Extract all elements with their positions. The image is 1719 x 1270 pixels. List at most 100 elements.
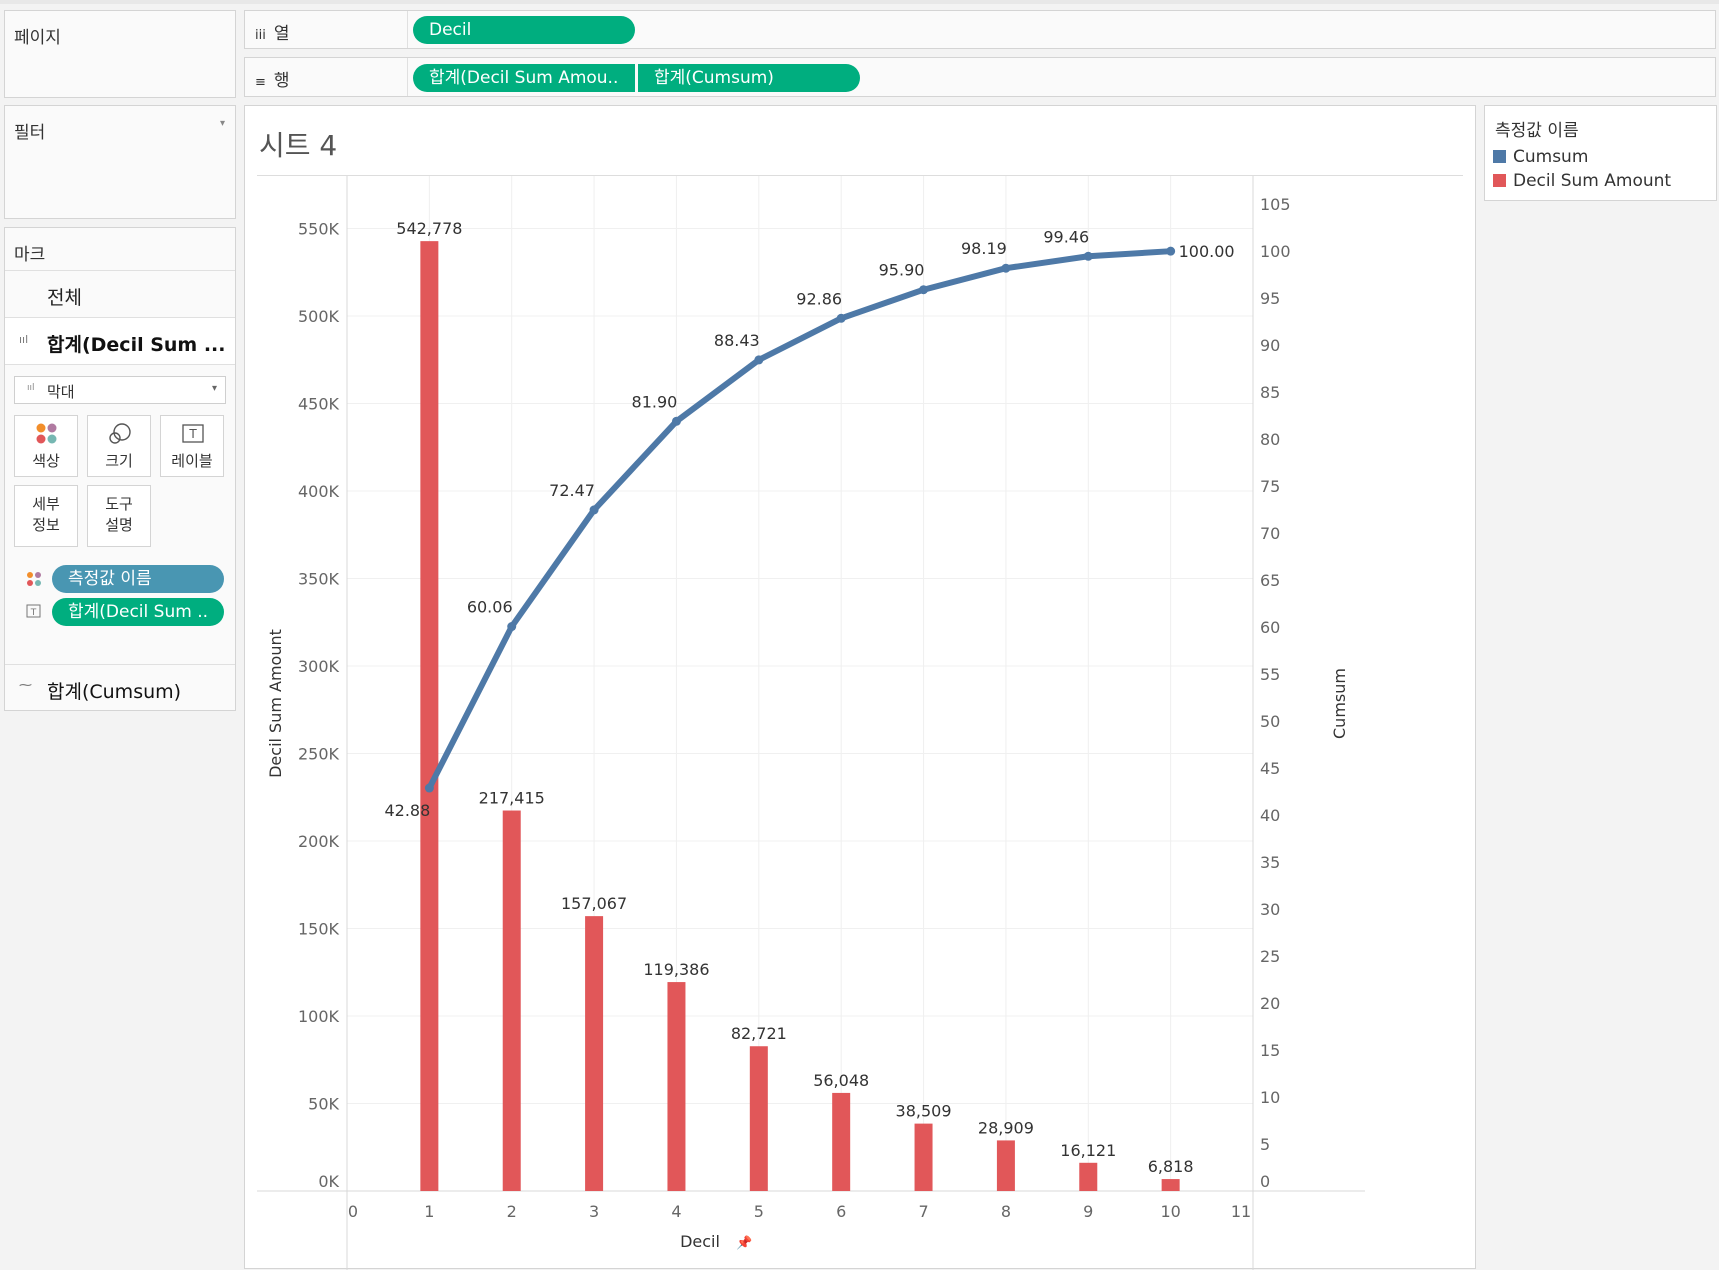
bar xyxy=(832,1092,851,1191)
legend-item-decil-sum-amount[interactable]: Decil Sum Amount xyxy=(1491,170,1716,194)
color-button[interactable]: 색상 xyxy=(14,415,78,477)
rows-shelf-label: ≡ 행 xyxy=(255,66,290,91)
bar xyxy=(420,241,439,1192)
legend-panel: 측정값 이름 Cumsum Decil Sum Amount xyxy=(1484,105,1717,201)
line-data-label: 92.86 xyxy=(796,289,842,308)
decil-sum-pill-label: 합계(Decil Sum Amou.. xyxy=(429,68,619,88)
filters-title: 필터 xyxy=(14,123,46,143)
bar xyxy=(502,810,521,1191)
y2-tick-label: 40 xyxy=(1260,806,1280,825)
marks-all-tab[interactable]: 전체 xyxy=(5,271,235,318)
y2-tick-label: 70 xyxy=(1260,524,1280,543)
line-point xyxy=(1166,246,1176,256)
label-label: 레이블 xyxy=(171,452,213,470)
columns-shelf[interactable]: iii 열 Decil xyxy=(244,10,1716,49)
bar-data-label: 82,721 xyxy=(731,1024,787,1043)
pages-panel[interactable]: 페이지 xyxy=(4,10,236,98)
line-point xyxy=(754,355,764,365)
y2-tick-label: 10 xyxy=(1260,1088,1280,1107)
marks-measure1-label: 합계(Decil Sum ... xyxy=(47,334,226,356)
x-tick-label: 1 xyxy=(424,1202,434,1221)
chevron-down-icon: ▾ xyxy=(211,383,217,394)
label-measure-pill[interactable]: 합계(Decil Sum .. xyxy=(52,598,224,626)
bar-data-label: 56,048 xyxy=(813,1071,869,1090)
label-measure-pill-label: 합계(Decil Sum .. xyxy=(68,602,208,622)
y2-tick-label: 50 xyxy=(1260,712,1280,731)
mark-type-dropdown[interactable]: ııl 막대 ▾ xyxy=(14,376,226,404)
size-circles-icon xyxy=(109,423,131,444)
line-point xyxy=(589,505,599,515)
detail-button[interactable]: 세부 정보 xyxy=(14,485,78,547)
decil-pill-label: Decil xyxy=(429,20,472,40)
marks-measure2-tab[interactable]: ⁓ 합계(Cumsum) xyxy=(5,664,235,711)
tooltip-label: 도구 설명 xyxy=(105,495,133,534)
y2-tick-label: 95 xyxy=(1260,289,1280,308)
y-tick-label: 50K xyxy=(308,1095,339,1114)
y-axis-title: Decil Sum Amount xyxy=(266,629,285,778)
decil-pill[interactable]: Decil xyxy=(413,16,635,44)
color-dots-icon xyxy=(27,572,41,586)
tooltip-button[interactable]: 도구 설명 xyxy=(87,485,151,547)
y-tick-label: 450K xyxy=(298,395,340,414)
marks-panel: 마크 전체 ııl 합계(Decil Sum ... ııl 막대 ▾ 색상 크… xyxy=(4,227,236,711)
y2-tick-label: 85 xyxy=(1260,383,1280,402)
line-point xyxy=(1001,263,1011,273)
y-tick-label: 500K xyxy=(298,307,340,326)
cumsum-line xyxy=(426,248,1174,792)
x-axis-title: Decil xyxy=(680,1232,720,1251)
y-tick-label: 250K xyxy=(298,745,340,764)
rows-shelf[interactable]: ≡ 행 합계(Decil Sum Amou.. 합계(Cumsum) xyxy=(244,57,1716,97)
pages-title: 페이지 xyxy=(14,28,61,48)
cumsum-pill[interactable]: 합계(Cumsum) xyxy=(638,64,860,92)
legend-label: Cumsum xyxy=(1513,147,1589,167)
legend-swatch xyxy=(1493,174,1506,187)
y2-tick-label: 75 xyxy=(1260,477,1280,496)
y2-tick-label: 65 xyxy=(1260,571,1280,590)
line-data-label: 95.90 xyxy=(879,261,925,280)
bar xyxy=(914,1123,933,1191)
x-tick-label: 9 xyxy=(1083,1202,1093,1221)
label-button[interactable]: T 레이블 xyxy=(160,415,224,477)
bar-data-label: 542,778 xyxy=(396,219,462,238)
color-label: 색상 xyxy=(32,452,60,470)
y2-tick-label: 100 xyxy=(1260,242,1291,261)
bar-data-label: 16,121 xyxy=(1060,1141,1116,1160)
line-data-label: 99.46 xyxy=(1043,227,1089,246)
bar-data-label: 6,818 xyxy=(1148,1157,1194,1176)
color-dots-icon xyxy=(36,423,57,444)
bar xyxy=(1161,1179,1180,1191)
svg-text:T: T xyxy=(30,608,37,618)
sheet-title: 시트 4 xyxy=(259,129,338,162)
y-tick-label: 150K xyxy=(298,920,340,939)
y2-tick-label: 15 xyxy=(1260,1041,1280,1060)
marks-measure2-label: 합계(Cumsum) xyxy=(47,681,182,703)
mark-type-value: 막대 xyxy=(47,383,75,401)
legend-item-cumsum[interactable]: Cumsum xyxy=(1491,146,1716,170)
y2-tick-label: 30 xyxy=(1260,900,1280,919)
legend-label: Decil Sum Amount xyxy=(1513,171,1672,191)
rows-label: 행 xyxy=(273,71,290,91)
y2-axis-title: Cumsum xyxy=(1330,668,1349,739)
y2-tick-label: 20 xyxy=(1260,994,1280,1013)
marks-all-label: 전체 xyxy=(47,287,82,309)
line-data-label: 88.43 xyxy=(714,331,760,350)
legend-swatch xyxy=(1493,150,1506,163)
line-point xyxy=(424,783,434,793)
line-data-label: 42.88 xyxy=(384,801,430,820)
measure-names-pill[interactable]: 측정값 이름 xyxy=(52,565,224,593)
marks-measure1-tab[interactable]: ııl 합계(Decil Sum ... xyxy=(5,318,235,365)
pareto-chart: 0K50K100K150K200K250K300K350K400K450K500… xyxy=(257,176,1365,1270)
x-tick-label: 5 xyxy=(754,1202,764,1221)
y2-tick-label: 60 xyxy=(1260,618,1280,637)
filters-panel[interactable]: 필터 ▾ xyxy=(4,105,236,219)
marks-divider xyxy=(5,270,235,271)
decil-sum-pill[interactable]: 합계(Decil Sum Amou.. xyxy=(413,64,635,92)
size-button[interactable]: 크기 xyxy=(87,415,151,477)
text-label-icon: T xyxy=(182,424,204,443)
filters-menu-icon[interactable]: ▾ xyxy=(219,118,225,129)
columns-label: 열 xyxy=(273,24,290,44)
bar-data-label: 38,509 xyxy=(896,1102,952,1121)
y2-tick-label: 25 xyxy=(1260,947,1280,966)
y2-tick-label: 80 xyxy=(1260,430,1280,449)
y2-tick-label: 35 xyxy=(1260,853,1280,872)
